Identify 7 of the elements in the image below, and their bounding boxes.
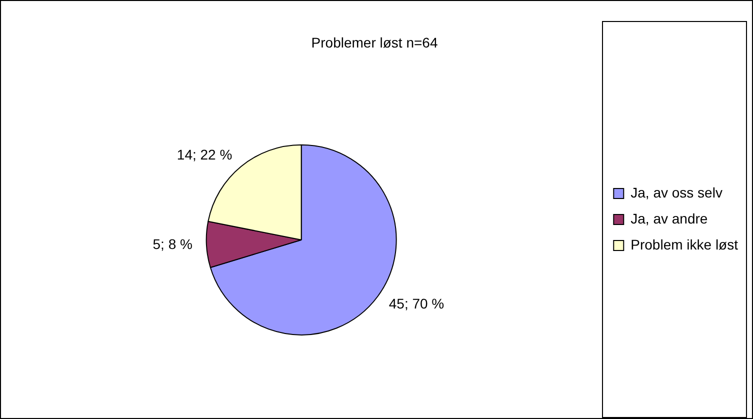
legend-label: Ja, av andre — [630, 210, 708, 226]
legend-label: Ja, av oss selv — [630, 184, 722, 200]
data-label: 5; 8 % — [152, 236, 192, 252]
data-label: 14; 22 % — [176, 146, 232, 162]
data-label: 45; 70 % — [388, 296, 444, 312]
chart-title: Problemer løst n=64 — [311, 34, 438, 50]
legend-label: Problem ikke løst — [630, 236, 738, 252]
